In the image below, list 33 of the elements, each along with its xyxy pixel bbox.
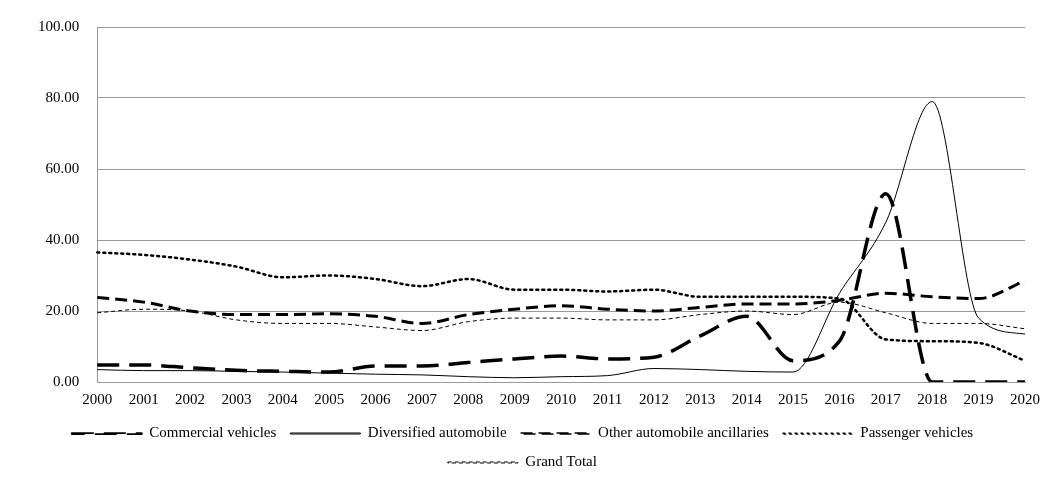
y-tick-label: 20.00: [45, 301, 80, 318]
legend-label: Diversified automobile: [367, 424, 507, 441]
x-tick-label: 2018: [917, 390, 948, 407]
x-tick-label: 2000: [82, 390, 113, 407]
x-tick-label: 2004: [267, 390, 299, 407]
x-tick-label: 2009: [499, 390, 530, 407]
x-tick-label: 2020: [1010, 390, 1040, 407]
x-tick-label: 2016: [824, 390, 855, 407]
x-tick-label: 2019: [963, 390, 994, 407]
x-tick-label: 2014: [731, 390, 763, 407]
x-tick-label: 2001: [128, 390, 159, 407]
x-tick-label: 2006: [360, 390, 392, 407]
x-tick-label: 2011: [592, 390, 623, 407]
y-tick-label: 100.00: [38, 17, 80, 34]
legend-label: Commercial vehicles: [149, 424, 277, 441]
y-tick-label: 60.00: [45, 159, 80, 176]
x-tick-label: 2005: [314, 390, 345, 407]
x-tick-label: 2008: [453, 390, 484, 407]
x-tick-label: 2007: [406, 390, 438, 407]
x-tick-label: 2003: [221, 390, 252, 407]
x-tick-label: 2002: [175, 390, 206, 407]
x-tick-label: 2015: [778, 390, 809, 407]
y-tick-label: 80.00: [45, 88, 80, 105]
x-tick-label: 2010: [546, 390, 577, 407]
legend-label: Passenger vehicles: [860, 424, 974, 441]
x-tick-label: 2013: [685, 390, 716, 407]
y-tick-label: 40.00: [45, 230, 80, 247]
x-tick-label: 2012: [638, 390, 669, 407]
legend-label: Grand Total: [525, 453, 597, 470]
x-tick-label: 2017: [870, 390, 902, 407]
line-series: [96, 101, 1026, 379]
y-tick-label: 0.00: [53, 372, 80, 389]
legend-label: Other automobile ancillaries: [598, 424, 769, 441]
